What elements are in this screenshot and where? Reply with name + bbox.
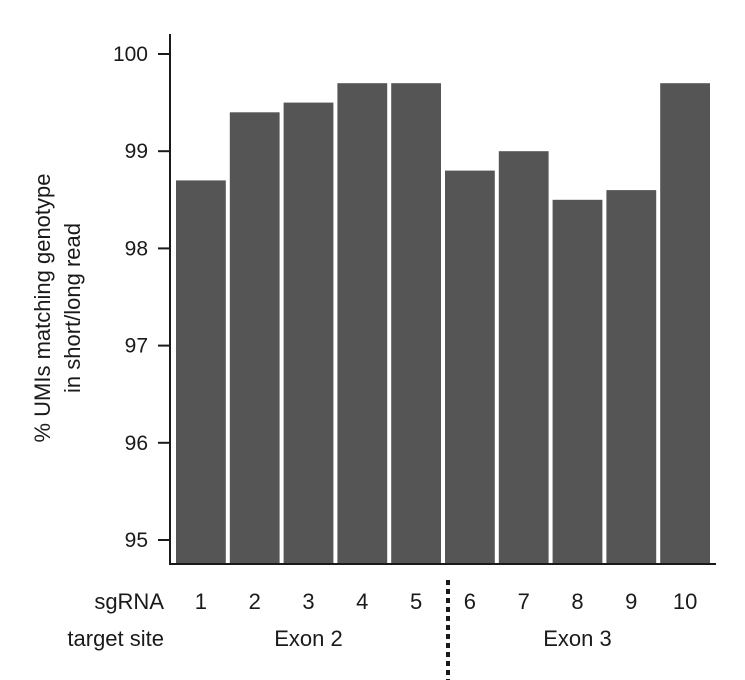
x-tick-label-6: 6	[464, 589, 476, 614]
x-axis-label-line2: target site	[67, 626, 164, 651]
y-axis-label-line2: in short/long read	[60, 223, 85, 393]
bar-2	[229, 112, 280, 565]
exon-group-labels: Exon 2 Exon 3	[274, 626, 612, 651]
bar-6	[445, 170, 495, 564]
y-tick-label: 99	[125, 140, 148, 163]
y-tick-label: 97	[125, 335, 148, 358]
x-tick-label-4: 4	[356, 589, 368, 614]
axes	[169, 34, 716, 565]
bar-1	[176, 180, 226, 564]
y-tick-label: 100	[113, 43, 148, 66]
bar-5	[391, 83, 441, 564]
y-ticks: 95 96 97 98 99 100	[113, 43, 170, 552]
x-tick-label-3: 3	[302, 589, 314, 614]
x-tick-label-2: 2	[249, 589, 261, 614]
x-axis-label-line1: sgRNA	[94, 589, 164, 614]
y-tick-label: 95	[125, 529, 148, 552]
group-label-exon-2: Exon 2	[274, 626, 343, 651]
x-tick-label-8: 8	[571, 589, 583, 614]
group-label-exon-3: Exon 3	[543, 626, 612, 651]
bar-10	[660, 83, 710, 564]
bar-7	[498, 151, 549, 564]
x-tick-label-7: 7	[518, 589, 530, 614]
y-tick-label: 98	[125, 237, 148, 260]
x-tick-label-5: 5	[410, 589, 422, 614]
y-axis-label-line1: % UMIs matching genotype	[30, 173, 55, 442]
x-tick-label-10: 10	[673, 589, 697, 614]
x-tick-label-1: 1	[195, 589, 207, 614]
x-tick-labels: 1 2 3 4 5 6 7 8 9 10	[195, 589, 698, 614]
bar-9	[606, 190, 657, 564]
bar-3	[283, 102, 334, 564]
bars	[176, 83, 710, 565]
y-tick-label: 96	[125, 432, 148, 455]
x-tick-label-9: 9	[625, 589, 637, 614]
bar-8	[552, 199, 603, 565]
bar-4	[337, 83, 388, 564]
